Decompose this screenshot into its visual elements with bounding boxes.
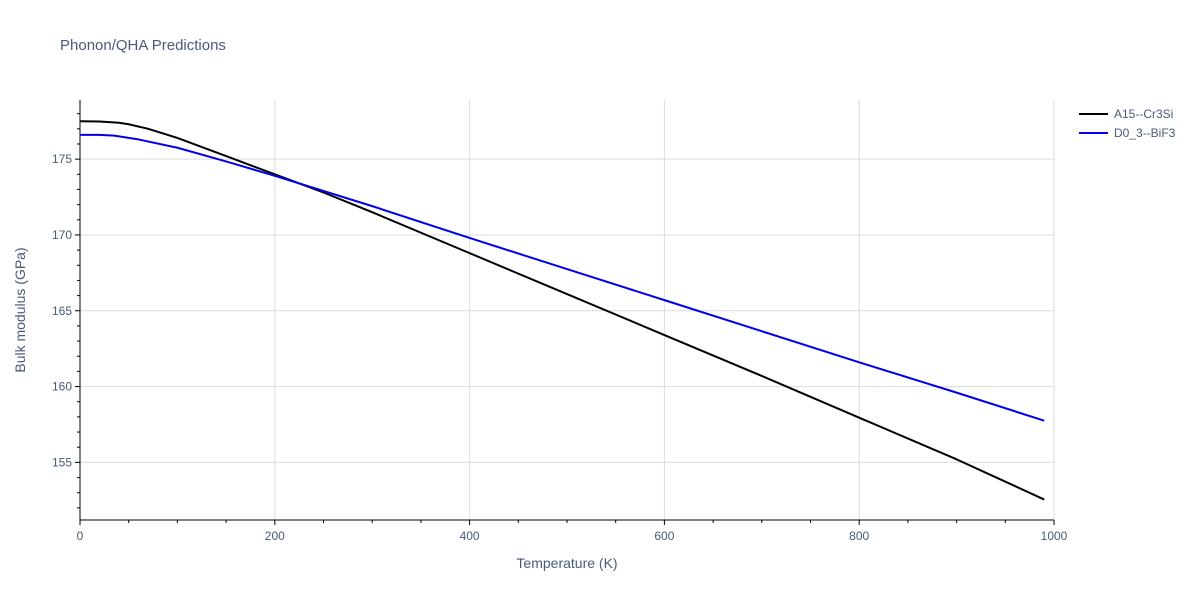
y-tick-label: 170 [52, 228, 72, 242]
legend-label: D0_3--BiF3 [1114, 126, 1176, 140]
chart-title: Phonon/QHA Predictions [60, 37, 226, 54]
series-line-1 [80, 133, 1045, 422]
y-tick-label: 160 [52, 380, 72, 394]
x-tick-label: 200 [265, 529, 285, 543]
legend-item[interactable]: D0_3--BiF3 [1079, 126, 1176, 140]
grid [80, 100, 1055, 520]
series-line-0 [79, 120, 1045, 501]
y-tick-label: 165 [52, 304, 72, 318]
y-tick-label: 175 [52, 152, 72, 166]
x-axis-title: Temperature (K) [516, 555, 617, 571]
x-tick-label: 600 [654, 529, 674, 543]
x-tick-label: 400 [460, 529, 480, 543]
x-tick-label: 800 [849, 529, 869, 543]
y-tick-label: 155 [52, 455, 72, 469]
legend-item[interactable]: A15--Cr3Si [1079, 107, 1173, 121]
legend-label: A15--Cr3Si [1114, 107, 1173, 121]
series-lines [79, 120, 1045, 501]
x-tick-label: 1000 [1041, 529, 1068, 543]
x-tick-label: 0 [77, 529, 84, 543]
axes: 0 200 400 600 800 1000 155 160 165 170 175 [52, 100, 1068, 543]
legend[interactable]: A15--Cr3Si D0_3--BiF3 [1079, 107, 1176, 140]
y-axis-title: Bulk modulus (GPa) [12, 247, 28, 372]
